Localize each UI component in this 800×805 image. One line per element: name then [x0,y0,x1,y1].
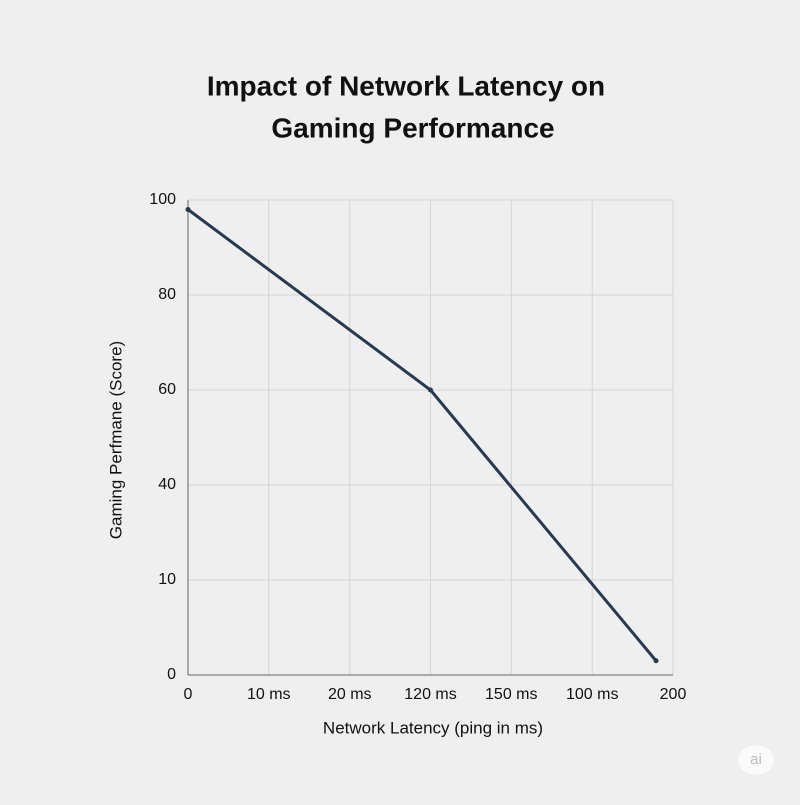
x-tick-label: 200 [660,686,687,703]
x-axis-label: Network Latency (ping in ms) [323,718,543,737]
y-axis-label: Gaming Perfmane (Score) [106,341,125,539]
y-tick-label: 80 [158,286,176,303]
chart-title: Gaming Performance [271,112,554,143]
x-tick-label: 0 [184,686,193,703]
x-tick-label: 150 ms [485,686,537,703]
watermark-badge [738,746,774,774]
y-tick-label: 0 [167,666,176,683]
data-point [185,207,191,212]
y-tick-label: 100 [149,191,176,208]
y-tick-label: 40 [158,476,176,493]
chart-title: Impact of Network Latency on [207,70,605,101]
watermark: ai [750,751,762,768]
y-tick-label: 60 [158,381,176,398]
y-tick-label: 10 [158,571,176,588]
data-line [187,208,658,662]
x-tick-label: 10 ms [247,686,291,703]
data-point [653,658,659,664]
x-tick-label: 100 ms [566,686,618,703]
data-point [428,387,433,393]
x-tick-label: 120 ms [404,686,456,703]
x-tick-label: 20 ms [328,686,372,703]
